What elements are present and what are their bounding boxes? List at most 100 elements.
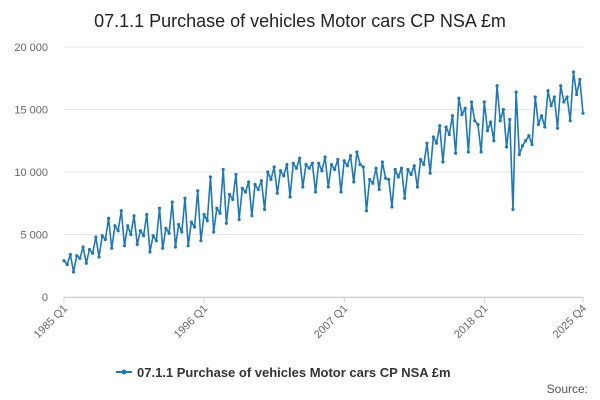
data-point bbox=[333, 167, 337, 172]
data-point bbox=[313, 190, 318, 194]
data-point bbox=[215, 206, 219, 210]
data-point bbox=[355, 150, 359, 154]
data-point bbox=[234, 172, 238, 177]
data-point bbox=[304, 162, 308, 167]
data-point bbox=[227, 192, 232, 197]
data-point bbox=[116, 229, 120, 233]
data-point bbox=[425, 141, 429, 145]
data-point bbox=[571, 70, 576, 74]
data-point bbox=[208, 175, 213, 179]
legend-marker-icon bbox=[121, 369, 127, 375]
data-point bbox=[221, 167, 225, 172]
data-point bbox=[285, 162, 289, 167]
data-point bbox=[81, 245, 85, 249]
data-point bbox=[441, 160, 445, 164]
source-label: Source: bbox=[547, 382, 588, 396]
data-point bbox=[383, 176, 388, 180]
data-point bbox=[202, 212, 206, 217]
x-tick-label: 2025 Q4 bbox=[551, 303, 589, 341]
data-point bbox=[253, 182, 257, 187]
data-point bbox=[530, 142, 534, 147]
data-point bbox=[565, 95, 569, 99]
data-point bbox=[266, 170, 270, 174]
data-point bbox=[224, 221, 228, 225]
data-point bbox=[399, 166, 404, 170]
data-point bbox=[533, 95, 537, 99]
data-point bbox=[100, 234, 104, 238]
y-tick-label: 10 000 bbox=[14, 167, 48, 179]
data-point bbox=[148, 250, 152, 254]
data-point bbox=[103, 237, 107, 242]
data-point bbox=[431, 135, 435, 139]
data-point bbox=[479, 150, 483, 154]
data-point bbox=[562, 100, 566, 104]
data-point bbox=[495, 84, 499, 88]
data-point bbox=[368, 177, 372, 182]
x-tick-label: 2018 Q1 bbox=[452, 303, 490, 341]
legend-label[interactable]: 07.1.1 Purchase of vehicles Motor cars C… bbox=[137, 365, 451, 380]
data-point bbox=[540, 114, 544, 118]
data-point bbox=[122, 244, 127, 248]
data-point bbox=[434, 141, 439, 145]
data-point bbox=[192, 225, 197, 229]
data-point bbox=[157, 206, 162, 210]
data-point bbox=[135, 242, 139, 247]
data-point bbox=[536, 122, 541, 127]
data-point bbox=[498, 119, 502, 123]
data-point bbox=[396, 175, 400, 179]
data-point bbox=[438, 124, 442, 128]
data-point bbox=[559, 84, 563, 88]
data-point bbox=[463, 106, 467, 110]
data-point bbox=[205, 219, 209, 223]
y-axis: 0 5 000 10 000 15 000 20 000 bbox=[14, 42, 48, 304]
data-point bbox=[291, 161, 295, 165]
data-point bbox=[65, 262, 69, 267]
data-point bbox=[492, 139, 496, 143]
data-point bbox=[97, 255, 101, 259]
data-point bbox=[504, 145, 509, 149]
data-point bbox=[444, 125, 448, 129]
data-point bbox=[298, 156, 302, 160]
data-point bbox=[119, 209, 123, 213]
data-point bbox=[345, 164, 349, 168]
data-point bbox=[352, 180, 356, 184]
data-point bbox=[71, 270, 76, 274]
data-point bbox=[317, 161, 321, 165]
series-line bbox=[63, 71, 584, 273]
data-point bbox=[527, 134, 531, 138]
data-point bbox=[288, 195, 292, 199]
y-tick-label: 15 000 bbox=[14, 105, 48, 117]
data-point bbox=[578, 77, 582, 82]
y-tick-label: 5 000 bbox=[20, 230, 48, 242]
chart-title: 07.1.1 Purchase of vehicles Motor cars C… bbox=[94, 11, 506, 31]
data-point bbox=[454, 151, 458, 155]
data-point bbox=[173, 245, 178, 249]
data-point bbox=[447, 132, 451, 137]
data-point bbox=[339, 190, 343, 194]
data-point bbox=[549, 104, 553, 108]
data-point bbox=[78, 256, 82, 260]
data-point bbox=[138, 229, 143, 233]
data-point bbox=[170, 200, 174, 204]
data-point bbox=[361, 165, 365, 169]
data-point bbox=[212, 230, 216, 234]
data-point bbox=[520, 144, 525, 148]
data-point bbox=[113, 224, 117, 228]
data-point bbox=[348, 154, 353, 158]
data-point bbox=[263, 207, 267, 212]
data-point bbox=[196, 189, 200, 193]
data-point bbox=[364, 209, 369, 213]
data-point bbox=[256, 187, 260, 192]
data-point bbox=[180, 230, 184, 234]
data-point bbox=[415, 185, 420, 189]
data-point bbox=[132, 214, 136, 218]
data-point bbox=[482, 100, 486, 104]
data-point bbox=[154, 239, 158, 243]
data-point bbox=[142, 234, 146, 238]
data-point bbox=[387, 177, 391, 182]
data-point bbox=[406, 167, 410, 172]
data-point bbox=[282, 174, 286, 178]
data-point bbox=[183, 196, 187, 200]
data-point bbox=[94, 235, 98, 239]
legend[interactable]: 07.1.1 Purchase of vehicles Motor cars C… bbox=[116, 365, 451, 380]
